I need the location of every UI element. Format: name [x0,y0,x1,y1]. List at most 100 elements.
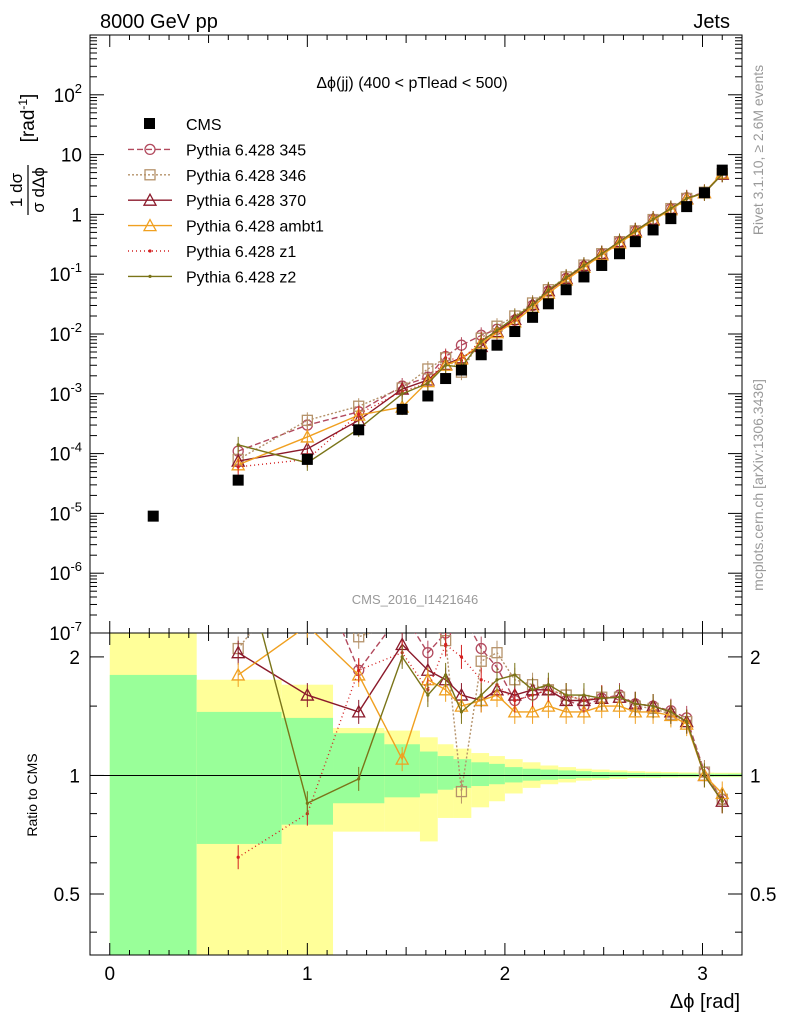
series-2-line [238,173,723,462]
chart-title: Δϕ(jj) (400 < pTlead < 500) [316,75,507,92]
band-green-9 [489,763,505,785]
x-tick-label: 3 [697,964,708,985]
series-1-ratio-point [423,614,433,624]
main-y-tick-label: 102 [54,81,82,107]
cms-point [578,271,590,283]
legend-marker-3 [142,218,158,232]
main-y-tick-label: 10 [61,146,82,167]
series-5-point [513,315,517,319]
legend-marker-1 [144,169,156,181]
series-4-ratio-point [513,698,517,703]
legend-marker-2 [142,192,158,206]
main-y-tick-label: 1 [71,205,82,226]
series-4-ratio-point [459,655,464,659]
series-5-ratio-point [444,673,448,677]
main-y-tick-label: 10-5 [49,499,82,525]
series-5-point [530,303,535,307]
series-3-ratio-point [559,704,574,718]
series-1-ratio-point [475,655,487,667]
series-5-ratio-line [261,633,723,805]
series-3-ratio-point [628,704,643,718]
series-2-ratio-point [300,687,315,701]
cms-point [147,510,159,522]
series-3-ratio-point [395,751,410,765]
cms-point [509,326,521,338]
cms-point [614,248,626,260]
series-5-point [633,229,637,233]
y-label-fraction-den: σ dΔϕ [29,167,48,213]
mcplots-label: mcplots.cern.ch [arXiv:1306.3436] [750,379,766,591]
legend-label-3: Pythia 6.428 ambt1 [186,219,324,236]
band-green-5 [419,751,438,794]
series-0-ratio-point [233,583,243,593]
main-y-axis-label: 1 dσ σ dΔϕ [rad-1] [7,94,48,215]
series-5-ratio-point [633,702,637,706]
series-5-ratio-point [564,693,568,697]
series-3-ratio-point [612,698,627,712]
series-5-ratio-point [495,678,499,682]
series-5-point [582,263,586,268]
series-3-ratio-line [237,633,723,794]
main-plot-frame: 10-7 10-6 10-5 10-4 10-3 10-2 10-1 1 10 102 [49,34,743,645]
main-y-tick-label: 10-4 [49,440,82,466]
ratio-y-tick-label: 1 [69,766,80,787]
series-5-point [546,288,550,292]
series-0-ratio-point [397,607,407,617]
series-5-ratio-point [685,720,689,724]
legend-label-1: Pythia 6.428 346 [186,168,306,185]
ratio-uncertainty-bands [109,633,742,955]
series-5-ratio-point [582,693,586,697]
band-green-13 [558,770,577,779]
series-5-line [238,173,723,464]
band-green-12 [540,769,559,780]
series-5-ratio-point [400,655,404,659]
series-5-point [564,275,568,280]
y-label-unit: [rad-1] [16,94,39,143]
series-3-ratio-point [594,698,609,712]
series-5-point [400,392,404,396]
series-3-ratio-point [489,687,505,701]
series-0-ratio-point [302,542,312,552]
series-3-point [300,429,315,443]
band-green-16 [609,772,628,778]
series-4-point [236,465,240,469]
series-0-ratio-point [456,607,466,617]
legend: CMS Pythia 6.428 345 Pythia 6.428 346 Pythi… [128,117,324,286]
series-5-ratio-point [357,777,361,781]
main-series-layer [231,165,730,475]
cms-point [301,453,313,465]
series-5-ratio-point [546,683,550,687]
series-3-ratio-point [576,704,592,718]
series-3-ratio-point [507,704,522,718]
cms-point [455,364,467,376]
cms-point [542,298,554,310]
legend-marker-4 [148,249,152,253]
series-5-ratio-point [426,693,430,697]
legend-cms-label: CMS [186,117,222,134]
series-5-ratio-point [479,693,483,697]
band-green-1 [196,711,282,844]
series-5-point [426,381,430,385]
series-5-ratio-point [617,695,622,699]
series-5-point [669,207,673,211]
series-5-ratio-point [669,710,673,714]
band-green-8 [471,762,490,787]
ratio-y-tick-label-right: 0.5 [750,885,776,906]
main-y-tick-label: 10-3 [49,380,82,406]
series-5-ratio-point [513,673,517,677]
ratio-series-layer [231,542,730,870]
series-5-ratio-point [459,710,464,714]
cms-point [396,403,408,415]
series-5-ratio-point [305,801,309,805]
cms-point [596,259,608,271]
series-1-ratio-point [302,556,312,566]
legend-marker-0 [144,143,156,156]
x-axis-label: Δϕ [rad] [670,991,740,1013]
cms-point [698,187,710,199]
cms-point [422,390,434,402]
series-3-ratio-point [541,698,556,712]
series-5-point [479,339,483,344]
ratio-y-tick-label-right: 1 [750,766,761,787]
cms-point [716,164,728,176]
